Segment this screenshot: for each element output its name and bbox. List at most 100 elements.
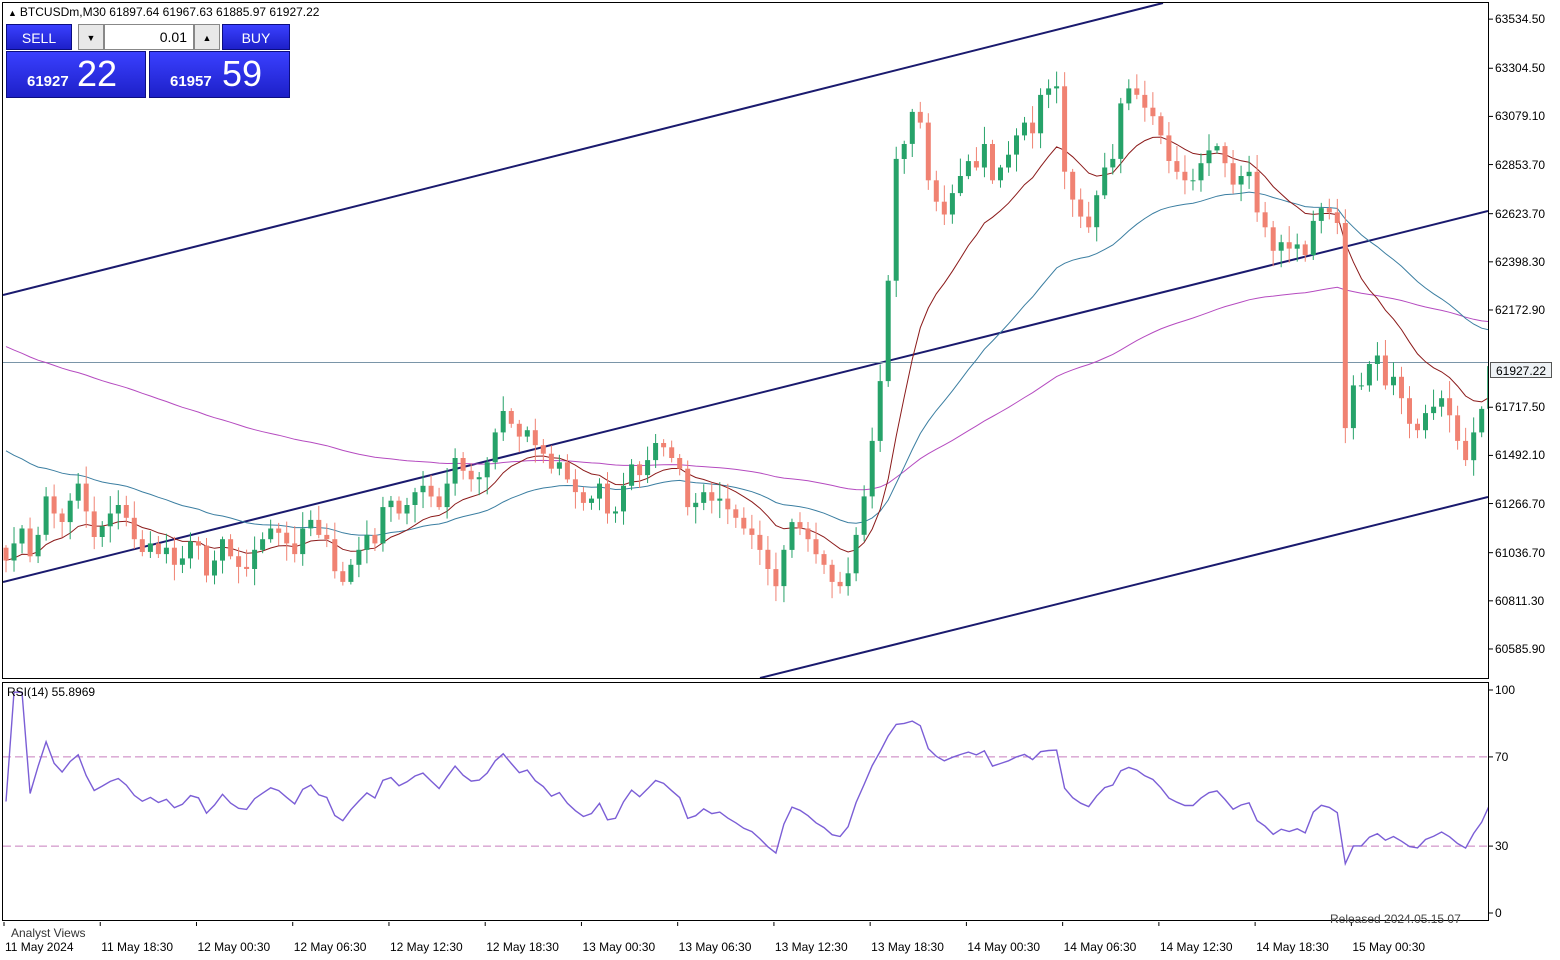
buy-button[interactable]: BUY	[222, 24, 290, 50]
x-tick-label: 14 May 12:30	[1159, 940, 1233, 954]
x-tick-label: 14 May 06:30	[1063, 940, 1137, 954]
bearish-candle	[508, 411, 514, 424]
bearish-candle	[1150, 107, 1156, 117]
channel-line-1	[3, 3, 1164, 296]
bearish-candle	[51, 496, 57, 514]
bearish-candle	[1158, 116, 1164, 136]
bearish-candle	[821, 554, 827, 565]
bullish-candle	[300, 528, 306, 555]
buy-quote[interactable]: 61957 59	[149, 51, 290, 98]
bearish-candle	[1334, 212, 1340, 223]
bullish-candle	[1374, 355, 1380, 364]
bearish-candle	[797, 522, 803, 529]
bullish-candle	[11, 543, 17, 561]
bearish-candle	[813, 539, 819, 555]
bullish-candle	[188, 541, 193, 559]
buy-price-big: 59	[222, 53, 263, 94]
sell-button[interactable]: SELL	[6, 24, 72, 50]
bearish-candle	[1551, 477, 1556, 498]
price-plot-area[interactable]	[3, 3, 1560, 678]
bullish-candle	[500, 411, 506, 433]
main-chart-frame	[2, 2, 1489, 679]
bullish-candle	[1022, 122, 1027, 136]
bullish-candle	[1487, 366, 1488, 409]
bearish-candle	[765, 549, 771, 569]
bullish-candle	[380, 507, 386, 544]
bullish-candle	[1118, 103, 1124, 159]
bullish-candle	[452, 458, 458, 484]
collapse-triangle-icon[interactable]: ▲	[8, 8, 17, 18]
bullish-candle	[348, 564, 354, 582]
bearish-candle	[1262, 212, 1268, 228]
bearish-candle	[1447, 398, 1453, 416]
bullish-candle	[43, 496, 49, 535]
rsi-tick-label: 30	[1495, 839, 1509, 854]
volume-up-arrow-icon[interactable]: ▲	[194, 24, 220, 50]
rsi-plot-area[interactable]	[3, 691, 1560, 867]
bullish-candle	[492, 432, 498, 463]
bearish-candle	[171, 547, 177, 565]
y-tick-label: 61717.50	[1495, 400, 1546, 415]
bearish-candle	[749, 528, 755, 535]
bearish-candle	[1286, 242, 1292, 249]
bearish-candle	[1174, 161, 1180, 172]
bullish-candle	[1054, 86, 1060, 89]
bearish-candle	[1302, 244, 1308, 256]
bullish-candle	[99, 526, 105, 537]
bullish-candle	[877, 381, 883, 441]
bullish-candle	[861, 496, 867, 535]
y-tick-label: 63079.10	[1495, 109, 1546, 124]
bullish-candle	[589, 498, 594, 503]
bullish-candle	[1479, 408, 1485, 433]
bearish-candle	[332, 539, 338, 572]
bullish-candle	[260, 539, 266, 550]
volume-down-arrow-icon[interactable]: ▼	[78, 24, 104, 50]
bearish-candle	[637, 464, 643, 476]
bullish-candle	[147, 543, 153, 552]
bearish-candle	[468, 470, 474, 480]
one-click-trade-panel: SELL ▼ ▲ BUY 61927 22 61957 59	[6, 24, 290, 98]
bearish-candle	[1342, 223, 1348, 429]
bullish-candle	[163, 547, 169, 555]
bearish-candle	[532, 430, 538, 446]
bullish-candle	[853, 534, 859, 574]
bearish-candle	[941, 201, 947, 215]
bullish-candle	[1471, 432, 1477, 461]
sell-quote[interactable]: 61927 22	[6, 51, 146, 98]
bullish-candle	[308, 519, 314, 529]
bearish-candle	[829, 564, 835, 582]
bullish-candle	[75, 483, 81, 501]
bullish-candle	[1431, 406, 1437, 414]
channel-line-3	[759, 496, 1488, 678]
bullish-candle	[1439, 398, 1445, 407]
bearish-candle	[1382, 355, 1388, 386]
rsi-tick-label: 100	[1495, 683, 1516, 697]
bearish-candle	[436, 496, 442, 508]
bullish-candle	[693, 502, 699, 508]
bearish-candle	[1326, 208, 1332, 213]
bullish-candle	[220, 539, 225, 561]
bearish-candle	[1166, 135, 1172, 161]
bullish-candle	[212, 560, 217, 576]
bullish-candle	[388, 500, 394, 508]
y-tick-label: 61266.70	[1495, 496, 1546, 511]
bullish-candle	[364, 534, 370, 550]
bearish-candle	[59, 513, 65, 522]
bullish-candle	[420, 485, 426, 493]
bullish-candle	[19, 528, 25, 544]
bearish-candle	[1455, 415, 1461, 441]
bearish-candle	[276, 528, 282, 533]
bullish-candle	[653, 443, 659, 461]
analyst-views-tab[interactable]: Analyst Views	[11, 926, 86, 940]
bearish-candle	[925, 122, 931, 181]
bearish-candle	[973, 161, 979, 168]
bearish-candle	[1415, 423, 1420, 431]
bearish-candle	[709, 492, 715, 501]
bullish-candle	[268, 528, 274, 540]
volume-input[interactable]	[104, 24, 194, 50]
bearish-candle	[1070, 171, 1076, 200]
bearish-candle	[1142, 94, 1148, 108]
bearish-candle	[677, 458, 683, 469]
bullish-candle	[597, 483, 602, 499]
